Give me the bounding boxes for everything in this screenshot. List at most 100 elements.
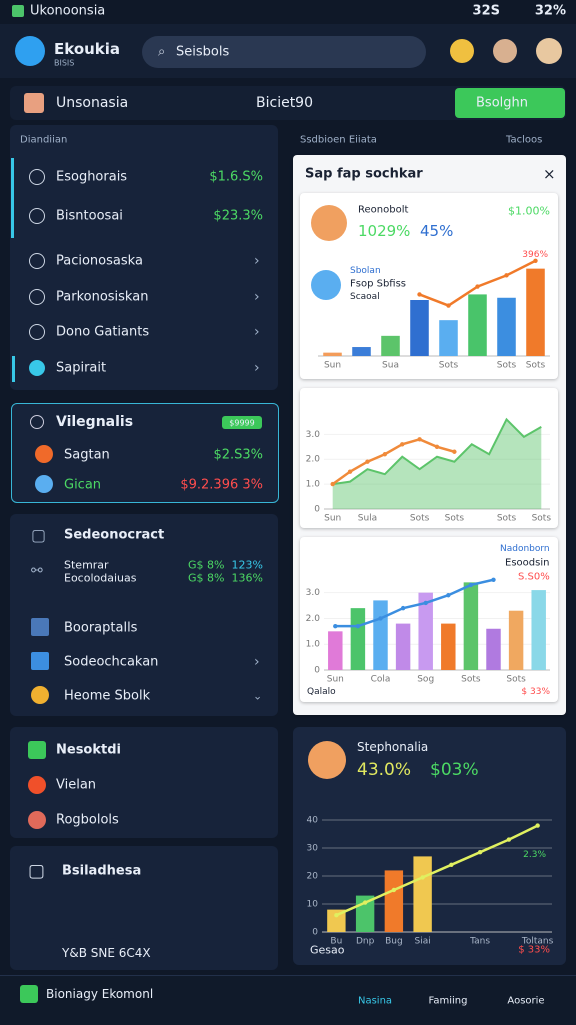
x-tick-label: Sog bbox=[417, 675, 434, 685]
detail-item[interactable]: Heome Sbolk bbox=[64, 688, 151, 704]
line-point bbox=[362, 900, 368, 905]
badge-text: $9999 bbox=[229, 418, 255, 428]
accent-bar bbox=[11, 158, 14, 238]
close-button[interactable]: × bbox=[543, 165, 556, 183]
item-icon bbox=[28, 776, 46, 794]
line-point bbox=[355, 623, 361, 629]
bar bbox=[395, 623, 411, 670]
x-tick-label: Sots bbox=[497, 361, 517, 371]
y-tick-label: 2.0 bbox=[306, 614, 321, 624]
popup-title: Sap fap sochkar bbox=[305, 166, 423, 182]
x-tick-label: Sula bbox=[358, 514, 377, 524]
line-point bbox=[333, 623, 338, 629]
line-point bbox=[504, 273, 509, 278]
right-title: Ssdbioen Eiiata bbox=[300, 134, 377, 146]
search-box[interactable] bbox=[142, 36, 426, 68]
status-battery: 32% bbox=[534, 3, 566, 19]
messages-icon[interactable] bbox=[493, 39, 517, 63]
y-tick-label: 1.0 bbox=[306, 480, 321, 490]
news-item[interactable]: Rogbolols bbox=[56, 812, 119, 828]
notification-icon[interactable] bbox=[450, 39, 474, 63]
news-panel bbox=[10, 727, 278, 838]
summary-stat: $03% bbox=[430, 760, 479, 780]
list-value: $23.3% bbox=[213, 208, 263, 224]
summary-avatar bbox=[308, 741, 346, 779]
line-point bbox=[506, 837, 512, 842]
list-item[interactable]: Dono Gatiants bbox=[56, 324, 150, 340]
item-icon bbox=[29, 289, 45, 305]
chart: Sun Sua Sots Sots Sots bbox=[318, 258, 550, 371]
item-icon bbox=[29, 169, 45, 185]
x-tick-label: Cola bbox=[371, 675, 391, 685]
bar bbox=[463, 582, 479, 670]
panel-icon: ⚯ bbox=[31, 563, 43, 579]
accent-bar bbox=[12, 356, 15, 382]
area-line bbox=[332, 417, 542, 486]
status-app: Ukonoonsia bbox=[30, 3, 106, 19]
list-item[interactable]: Pacionosaska bbox=[56, 253, 143, 269]
y-tick-label: 10 bbox=[307, 900, 319, 910]
list-item[interactable]: Sapirait bbox=[56, 360, 107, 376]
item-icon bbox=[29, 208, 45, 224]
card-footer: Qalalo bbox=[307, 687, 336, 697]
nav-status: Bioniagy Ekomonl bbox=[46, 987, 154, 1001]
item-icon bbox=[29, 324, 45, 340]
x-tick-label: Sun bbox=[324, 361, 341, 371]
item-icon bbox=[31, 618, 49, 636]
summary-stat: 43.0% bbox=[357, 760, 412, 780]
line-point bbox=[378, 616, 383, 621]
card-sub: Sbolan bbox=[350, 266, 381, 276]
list-item[interactable]: Bisntoosai bbox=[56, 208, 123, 224]
line-point bbox=[491, 577, 496, 582]
bar bbox=[439, 320, 458, 356]
x-tick-label: Bug bbox=[385, 937, 403, 947]
detail-row-label: Eocolodaiuas bbox=[64, 571, 137, 585]
detail-row-value: 123% bbox=[231, 558, 263, 572]
search-text: Seisbols bbox=[176, 44, 230, 60]
y-tick-label: 0 bbox=[314, 666, 320, 676]
line-point bbox=[535, 823, 540, 828]
bar bbox=[468, 294, 487, 356]
y-tick-label: 3.0 bbox=[306, 430, 321, 440]
detail-row-value: G$ 8% bbox=[188, 558, 225, 572]
detail-row-label: Stemrar bbox=[64, 558, 109, 572]
chevron: › bbox=[254, 289, 260, 305]
nav-tab[interactable]: Famiing bbox=[428, 995, 468, 1007]
filter[interactable]: Tacloos bbox=[506, 134, 543, 146]
y-tick-label: 0 bbox=[312, 928, 318, 938]
bar bbox=[413, 856, 432, 932]
summary-footer: Gesao bbox=[310, 943, 345, 957]
bar bbox=[526, 268, 545, 356]
item-icon bbox=[31, 686, 49, 704]
x-tick-label: Sots bbox=[445, 514, 465, 524]
detail-item[interactable]: Sodeochcakan bbox=[64, 654, 159, 670]
chart: 0 10 20 30 40 Bu Dnp Bug Siai Tans Toltans bbox=[307, 816, 554, 947]
area bbox=[332, 419, 542, 509]
panel-icon bbox=[28, 741, 46, 759]
avatar[interactable] bbox=[536, 38, 562, 64]
card-value: $1.00% bbox=[508, 204, 550, 218]
list-item[interactable]: Parkonosiskan bbox=[56, 289, 149, 305]
news-item[interactable]: Vielan bbox=[56, 777, 97, 793]
line-point bbox=[334, 913, 339, 918]
primary-button[interactable] bbox=[455, 88, 565, 118]
x-tick-label: Sots bbox=[461, 675, 481, 685]
peak-label: 396% bbox=[522, 250, 548, 260]
bar bbox=[508, 610, 524, 670]
card-avatar bbox=[311, 270, 341, 300]
x-tick-label: Sun bbox=[324, 514, 341, 524]
logo[interactable] bbox=[15, 36, 45, 66]
detail-row-value: G$ 8% bbox=[188, 571, 225, 585]
line-point bbox=[446, 593, 451, 598]
line-point bbox=[400, 442, 405, 447]
x-tick-label: Sua bbox=[382, 361, 399, 371]
x-tick-label: Bu bbox=[330, 937, 342, 947]
list-item[interactable]: Esoghorais bbox=[56, 169, 128, 185]
footer-title: Bsiladhesa bbox=[62, 863, 142, 879]
nav-tab[interactable]: Aosorie bbox=[507, 995, 545, 1007]
bar bbox=[486, 628, 501, 670]
toolbar-center: Biciet90 bbox=[256, 95, 313, 111]
nav-tab[interactable]: Nasina bbox=[357, 995, 393, 1007]
chevron: › bbox=[254, 324, 260, 340]
line-point bbox=[417, 437, 422, 442]
